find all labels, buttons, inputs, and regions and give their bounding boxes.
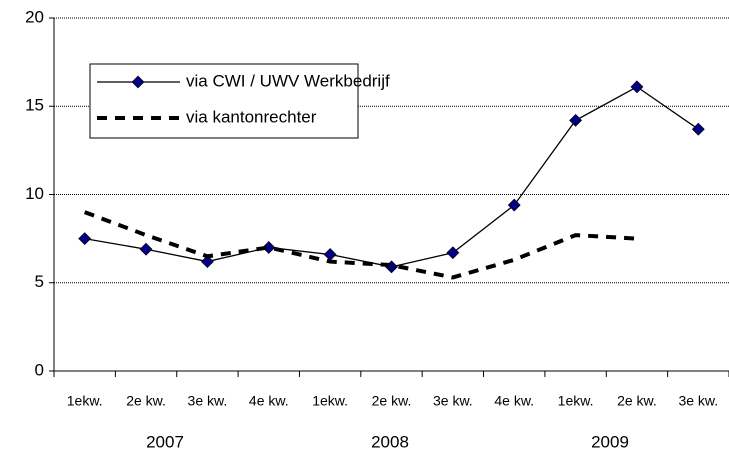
x-tick-label: 2e kw. — [617, 393, 657, 409]
marker — [569, 113, 583, 127]
x-tick-label: 2e kw. — [372, 393, 412, 409]
y-tick-label: 20 — [25, 7, 44, 26]
y-tick-label: 5 — [35, 272, 44, 291]
marker — [323, 248, 337, 261]
y-tick-label: 0 — [35, 360, 44, 379]
x-tick-label: 3e kw. — [188, 393, 228, 409]
x-tick-label: 1ekw. — [67, 393, 103, 409]
x-tick-label: 4e kw. — [494, 393, 534, 409]
legend-label: via kantonrechter — [186, 107, 317, 126]
marker — [630, 80, 644, 94]
marker — [139, 242, 153, 256]
marker — [78, 232, 92, 246]
x-tick-label: 3e kw. — [678, 393, 718, 409]
x-tick-label: 2e kw. — [126, 393, 166, 409]
marker — [262, 241, 276, 254]
y-tick-label: 15 — [25, 96, 44, 115]
x-tick-label: 1ekw. — [312, 393, 348, 409]
marker — [200, 255, 214, 268]
group-label: 2009 — [591, 432, 629, 451]
y-tick-label: 10 — [25, 184, 44, 203]
x-tick-label: 3e kw. — [433, 393, 473, 409]
group-label: 2008 — [371, 432, 409, 451]
marker — [507, 198, 521, 212]
marker — [446, 246, 460, 260]
series-line — [83, 210, 638, 280]
legend-box — [89, 63, 359, 139]
legend-marker — [131, 75, 145, 89]
legend: via CWI / UWV Werkbedrijf via kantonrecht… — [89, 63, 390, 139]
marker — [385, 260, 398, 274]
x-tick-label: 1ekw. — [558, 393, 594, 409]
x-tick-label: 4e kw. — [249, 393, 289, 409]
group-label: 2007 — [146, 432, 184, 451]
marker — [691, 122, 705, 136]
legend-label: via CWI / UWV Werkbedrijf — [186, 71, 390, 90]
